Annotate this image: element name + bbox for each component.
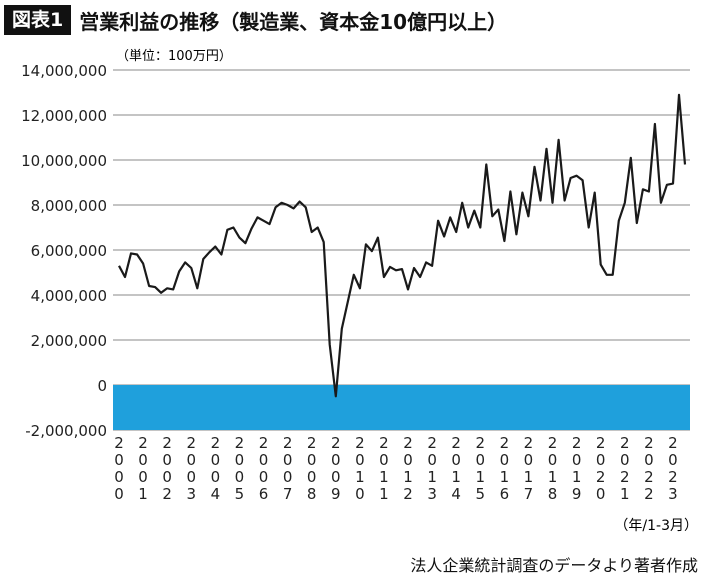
x-axis-ticks: 2 0 0 0 2 0 0 1 2 0 0 2 2 0 0 3 2 0 0 4 2 0 0 5 2 0 0 6 2 0 0 7 2 0 0 8 2 0 0 9… xyxy=(114,434,678,503)
y-tick-label: 12,000,000 xyxy=(21,107,107,125)
unit-label: （単位：100万円） xyxy=(116,48,232,64)
grid-lines xyxy=(113,69,690,431)
source-note: 法人企業統計調査のデータより著者作成 xyxy=(410,556,698,575)
negative-region-band xyxy=(113,385,690,430)
figure-badge: 図表1 xyxy=(4,5,72,35)
y-tick-label: 2,000,000 xyxy=(31,332,107,350)
y-tick-label: -2,000,000 xyxy=(25,422,107,440)
chart-title: 営業利益の推移（製造業、資本金10億円以上） xyxy=(79,9,508,34)
y-tick-label: 4,000,000 xyxy=(31,287,107,305)
chart-header: 図表1 営業利益の推移（製造業、資本金10億円以上） xyxy=(4,4,507,36)
series-line xyxy=(118,93,687,398)
y-tick-label: 10,000,000 xyxy=(21,152,107,170)
y-tick-label: 0 xyxy=(97,377,107,395)
y-tick-label: 8,000,000 xyxy=(31,197,107,215)
y-tick-label: 14,000,000 xyxy=(21,62,107,80)
y-axis-ticks: 14,000,000 12,000,000 10,000,000 8,000,000 6… xyxy=(21,62,107,440)
y-tick-label: 6,000,000 xyxy=(31,242,107,260)
x-axis-label: （年/1-3月） xyxy=(614,518,698,534)
